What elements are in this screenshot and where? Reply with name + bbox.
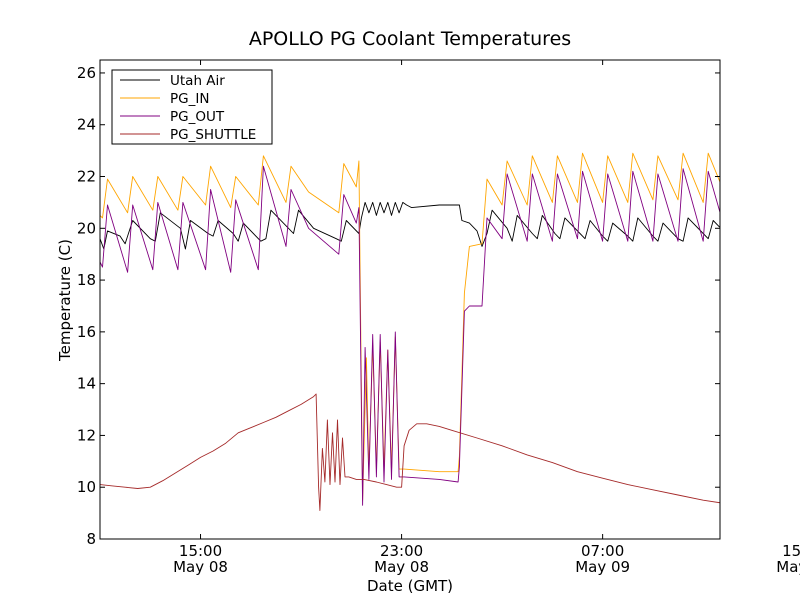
x-tick-label-time: 15:00 <box>782 542 800 560</box>
x-tick-label-date: May 08 <box>374 558 429 576</box>
chart-title: APOLLO PG Coolant Temperatures <box>249 28 571 50</box>
series-layer <box>100 152 720 511</box>
y-tick-label: 8 <box>86 530 96 548</box>
y-tick-label: 18 <box>77 271 96 289</box>
x-tick-label-time: 15:00 <box>179 542 222 560</box>
y-tick-label: 24 <box>77 116 96 134</box>
x-tick-label-date: May 09 <box>575 558 630 576</box>
series-line-pg-shuttle <box>100 393 720 511</box>
y-axis-label: Temperature (C) <box>56 239 74 362</box>
y-tick-label: 10 <box>77 478 96 496</box>
legend-label: Utah Air <box>170 73 225 89</box>
y-tick-label: 20 <box>77 219 96 237</box>
y-tick-label: 26 <box>77 64 96 82</box>
series-line-utah-air <box>100 201 720 250</box>
legend-label: PG_IN <box>170 91 209 107</box>
series-line-pg-out <box>100 165 720 506</box>
x-tick-label-time: 23:00 <box>380 542 423 560</box>
legend-label: PG_SHUTTLE <box>170 127 256 143</box>
y-tick-label: 14 <box>77 375 96 393</box>
series-line-pg-in <box>100 152 720 501</box>
x-tick-label-time: 07:00 <box>581 542 624 560</box>
legend: Utah Air PG_IN PG_OUT PG_SHUTTLE <box>111 69 273 145</box>
legend-label: PG_OUT <box>170 109 225 125</box>
y-axis: 8 10 12 14 16 18 20 22 24 26 <box>77 64 720 548</box>
x-axis-label: Date (GMT) <box>367 577 453 595</box>
x-tick-label-date: May 09 <box>776 558 800 576</box>
y-tick-label: 22 <box>77 168 96 186</box>
legend-frame <box>111 69 273 145</box>
plot-frame <box>99 59 721 540</box>
y-tick-label: 16 <box>77 323 96 341</box>
x-tick-label-date: May 08 <box>173 558 228 576</box>
y-tick-label: 12 <box>77 426 96 444</box>
